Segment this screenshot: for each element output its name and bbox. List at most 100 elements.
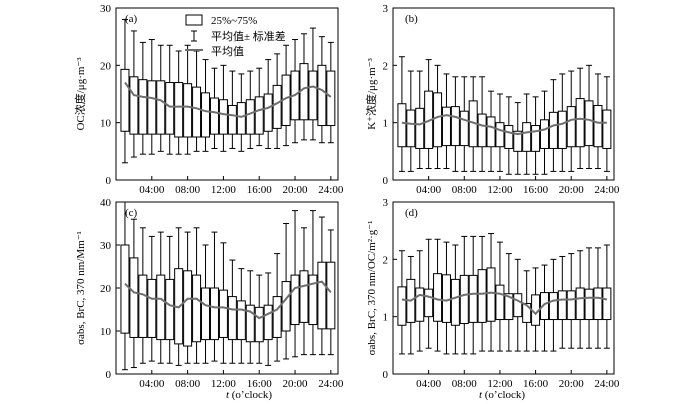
iqr-box bbox=[156, 274, 166, 341]
panel-label: (d) bbox=[405, 207, 418, 219]
iqr-box bbox=[504, 293, 514, 321]
x-tick-label: 04:00 bbox=[416, 378, 442, 390]
iqr-box bbox=[218, 99, 228, 135]
x-tick-label: 24:00 bbox=[318, 184, 344, 196]
iqr-box bbox=[299, 63, 309, 121]
iqr-box bbox=[433, 92, 443, 148]
iqr-box bbox=[308, 70, 318, 121]
panel-label: (a) bbox=[125, 13, 138, 25]
iqr-box bbox=[138, 274, 148, 338]
x-tick-label: 16:00 bbox=[523, 378, 549, 390]
iqr-box bbox=[227, 104, 237, 135]
y-axis-title: σabs, BrC, 370 nm/OC/m²·g⁻¹ bbox=[366, 221, 378, 356]
x-tick-label: 04:00 bbox=[416, 184, 442, 196]
iqr-box bbox=[245, 99, 255, 135]
iqr-box bbox=[272, 296, 282, 338]
iqr-box bbox=[459, 110, 469, 147]
y-tick-label: 0 bbox=[383, 369, 389, 381]
iqr-box bbox=[557, 290, 567, 321]
x-tick-label: 20:00 bbox=[559, 184, 585, 196]
x-tick-label: 16:00 bbox=[247, 184, 273, 196]
iqr-box bbox=[539, 119, 549, 149]
panel-d: 0 1 2 3 04:00 08:00 12:00 16:00 20:00 24:00 (d) σab… bbox=[366, 197, 620, 390]
iqr-box bbox=[317, 64, 327, 127]
iqr-box bbox=[531, 125, 541, 152]
x-tick-label: 24:00 bbox=[594, 184, 620, 196]
iqr-box bbox=[174, 82, 184, 138]
iqr-box bbox=[450, 278, 460, 326]
iqr-box bbox=[201, 92, 211, 138]
x-tick-label: 12:00 bbox=[487, 378, 513, 390]
iqr-box bbox=[147, 278, 157, 338]
y-tick-label: 30 bbox=[100, 240, 112, 252]
y-tick-label: 0 bbox=[106, 175, 112, 187]
x-tick-label: 20:00 bbox=[283, 184, 309, 196]
panel-a: 0 10 20 30 04:00 08:00 12:00 16:00 20:00 24:00 (a)… bbox=[73, 3, 344, 196]
y-tick-label: 40 bbox=[100, 197, 112, 209]
iqr-box bbox=[281, 281, 291, 332]
iqr-box bbox=[415, 287, 425, 322]
y-tick-label: 3 bbox=[383, 197, 389, 209]
mean-line bbox=[124, 81, 332, 118]
iqr-box bbox=[147, 80, 157, 135]
panel-b: 0 1 2 3 04:00 08:00 12:00 16:00 20:00 24:00 (b) K⁺浓… bbox=[364, 3, 620, 196]
iqr-box bbox=[326, 261, 336, 330]
iqr-box bbox=[522, 122, 532, 152]
iqr-box bbox=[201, 287, 211, 341]
x-tick-label: 16:00 bbox=[523, 184, 549, 196]
iqr-box bbox=[156, 80, 166, 135]
iqr-box bbox=[468, 274, 478, 323]
x-tick-label: 04:00 bbox=[139, 378, 165, 390]
iqr-box bbox=[397, 286, 407, 326]
iqr-box bbox=[272, 84, 282, 129]
legend-box-label: 25%~75% bbox=[211, 15, 257, 27]
iqr-box bbox=[129, 76, 139, 135]
x-tick-label: 08:00 bbox=[175, 378, 201, 390]
iqr-box bbox=[539, 292, 549, 321]
iqr-box bbox=[165, 82, 175, 135]
iqr-box bbox=[227, 296, 237, 341]
iqr-box bbox=[397, 103, 407, 148]
iqr-box bbox=[584, 100, 594, 147]
y-tick-label: 1 bbox=[383, 118, 389, 130]
iqr-box bbox=[165, 278, 175, 341]
x-axis-title-right: t (o’clock) bbox=[479, 389, 525, 401]
y-axis-title: OC浓度/μg·m⁻³ bbox=[73, 57, 87, 131]
iqr-box bbox=[575, 287, 585, 321]
iqr-box bbox=[575, 98, 585, 148]
plot-frame bbox=[392, 7, 615, 181]
iqr-box bbox=[602, 109, 612, 149]
iqr-box bbox=[477, 113, 487, 148]
x-tick-label: 08:00 bbox=[452, 378, 478, 390]
y-tick-label: 2 bbox=[383, 60, 389, 72]
iqr-box bbox=[495, 284, 505, 321]
iqr-box bbox=[236, 300, 246, 341]
iqr-box bbox=[218, 289, 228, 338]
iqr-box bbox=[557, 110, 567, 149]
x-tick-label: 20:00 bbox=[559, 378, 585, 390]
x-tick-label: 08:00 bbox=[175, 184, 201, 196]
legend-box-swatch bbox=[185, 14, 203, 26]
iqr-box bbox=[441, 274, 451, 323]
iqr-box bbox=[129, 257, 139, 338]
iqr-box bbox=[263, 93, 273, 132]
y-tick-label: 20 bbox=[100, 283, 112, 295]
mean-line bbox=[401, 114, 607, 136]
x-tick-label: 08:00 bbox=[452, 184, 478, 196]
y-axis-title: K⁺浓度/μg·m⁻³ bbox=[364, 58, 378, 130]
legend-whisker-label: 平均值± 标准差 bbox=[211, 29, 286, 43]
iqr-box bbox=[486, 267, 496, 322]
iqr-box bbox=[183, 83, 193, 138]
iqr-box bbox=[120, 68, 130, 132]
iqr-box bbox=[254, 96, 264, 135]
y-tick-label: 0 bbox=[106, 369, 112, 381]
y-tick-label: 20 bbox=[100, 60, 112, 72]
iqr-box bbox=[495, 122, 505, 148]
x-tick-label: 12:00 bbox=[211, 184, 237, 196]
x-tick-label: 24:00 bbox=[594, 378, 620, 390]
iqr-box bbox=[450, 106, 460, 147]
iqr-box bbox=[209, 287, 219, 341]
iqr-box bbox=[441, 106, 451, 147]
iqr-box bbox=[299, 270, 309, 323]
y-tick-label: 3 bbox=[383, 3, 389, 15]
